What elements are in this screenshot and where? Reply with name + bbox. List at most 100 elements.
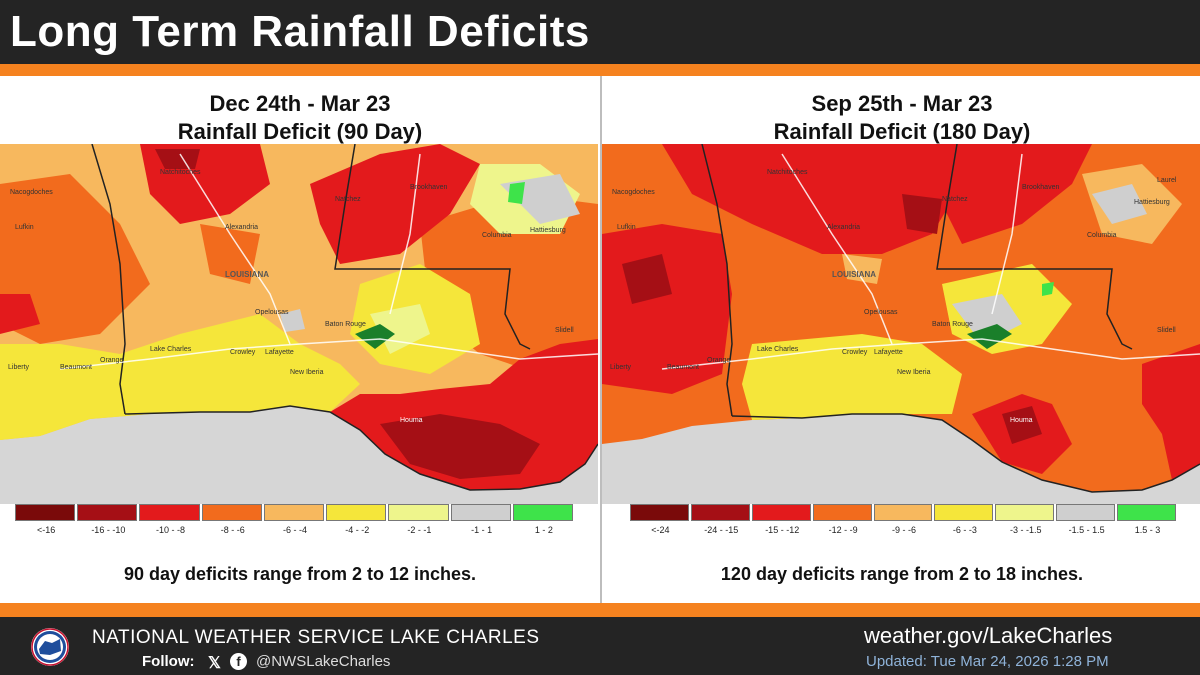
color-legend-180-day: <-24 -24 - -15 -15 - -12 -12 - -9 -9 - -6 -6 …: [630, 504, 1178, 544]
follow-label: Follow:: [142, 653, 195, 670]
city-label: Columbia: [1087, 232, 1117, 239]
city-label: Lake Charles: [757, 346, 799, 353]
legend-swatch: [1056, 504, 1116, 521]
state-border: [936, 144, 1133, 350]
deficit-area: [902, 194, 942, 234]
deficit-area: [310, 144, 480, 264]
city-label: Slidell: [1157, 327, 1176, 334]
deficit-map-90-day: Natchitoches Nacogdoches Lufkin Alexandr…: [0, 144, 598, 576]
city-label: Liberty: [610, 364, 632, 371]
panel-90-day: Dec 24th - Mar 23 Rainfall Deficit (90 D…: [0, 76, 600, 603]
legend-swatch: [934, 504, 994, 521]
coastline: [731, 413, 1200, 493]
city-label: Laurel: [1157, 177, 1177, 184]
state-border: [91, 144, 126, 415]
legend-swatch: [512, 504, 573, 521]
surplus-area: [355, 324, 395, 349]
city-label: Natchez: [335, 196, 361, 203]
city-label: Natchez: [942, 196, 968, 203]
city-label: Crowley: [842, 349, 868, 356]
legend-label: -2 - -1: [407, 525, 432, 535]
city-label: Nacogdoches: [10, 189, 53, 196]
deficit-area: [932, 144, 1092, 244]
facebook-icon[interactable]: f: [230, 653, 247, 670]
legend-swatch: [690, 504, 750, 521]
map-image: Natchitoches Nacogdoches Lufkin Alexandr…: [602, 144, 1200, 504]
legend-label: -12 - -9: [828, 525, 858, 535]
city-label: Nacogdoches: [612, 189, 655, 196]
state-label: LOUISIANA: [225, 270, 269, 279]
city-label: Baton Rouge: [325, 321, 366, 328]
legend-label: -6 - -4: [282, 525, 307, 535]
city-label: Hattiesburg: [530, 227, 566, 234]
deficit-area: [280, 309, 305, 332]
legend-label: 1.5 - 3: [1134, 525, 1161, 535]
deficit-area: [1142, 344, 1200, 480]
x-logo-icon[interactable]: 𝕏: [208, 655, 221, 672]
deficit-area: [155, 149, 200, 169]
highway: [179, 153, 291, 345]
panel-subtitle: Rainfall Deficit (90 Day): [177, 119, 423, 144]
highway: [781, 153, 893, 345]
gulf-water: [602, 414, 1200, 504]
city-label: Beaumont: [60, 364, 92, 371]
deficit-summary: 120 day deficits range from 2 to 18 inch…: [720, 564, 1084, 584]
city-label: Orange: [707, 357, 730, 364]
state-border: [701, 144, 733, 417]
city-label: Columbia: [482, 232, 512, 239]
deficit-map-180-day: Natchitoches Nacogdoches Lufkin Alexandr…: [602, 144, 1200, 576]
deficit-area: [380, 414, 540, 479]
legend-label: -1.5 - 1.5: [1068, 525, 1105, 535]
gulf-water: [0, 406, 598, 504]
deficit-area: [842, 254, 882, 284]
city-label: Brookhaven: [1022, 184, 1059, 191]
city-label: Lufkin: [15, 224, 34, 231]
panel-title: Sep 25th - Mar 23 Rainfall Deficit (180 …: [602, 90, 1200, 146]
legend-swatch: [77, 504, 138, 521]
highway: [661, 338, 1200, 370]
legend-swatch: [995, 504, 1055, 521]
legend-swatch: [139, 504, 200, 521]
panel-title: Dec 24th - Mar 23 Rainfall Deficit (90 D…: [0, 90, 600, 146]
legend-swatch: [873, 504, 933, 521]
city-label: Lake Charles: [150, 346, 192, 353]
city-label: Houma: [1010, 417, 1033, 424]
surplus-area: [1042, 282, 1054, 296]
legend-swatch: [812, 504, 872, 521]
city-label: Brookhaven: [410, 184, 447, 191]
website-link[interactable]: weather.gov/LakeCharles: [864, 623, 1113, 648]
panel-date-range: Sep 25th - Mar 23: [811, 91, 993, 116]
legend-swatch: [201, 504, 262, 521]
panel-date-range: Dec 24th - Mar 23: [209, 91, 391, 116]
legend-swatch: [263, 504, 325, 521]
deficit-area: [1092, 184, 1147, 224]
panel-180-day: Sep 25th - Mar 23 Rainfall Deficit (180 …: [600, 76, 1200, 603]
city-label: Slidell: [555, 327, 574, 334]
legend-label: -3 - -1.5: [1010, 525, 1042, 535]
legend-swatch: [751, 504, 811, 521]
legend-label: -24 - -15: [704, 525, 739, 535]
updated-timestamp: Updated: Tue Mar 24, 2026 1:28 PM: [866, 653, 1109, 670]
office-name: NATIONAL WEATHER SERVICE LAKE CHARLES: [92, 627, 540, 648]
legend-label: -8 - -6: [220, 525, 245, 535]
legend-label: -15 - -12: [765, 525, 800, 535]
highway: [59, 338, 598, 370]
city-label: Orange: [100, 357, 123, 364]
city-label: Alexandria: [225, 224, 258, 231]
highway: [389, 153, 421, 315]
deficit-area: [662, 144, 962, 254]
legend-label: -1 - 1: [471, 525, 493, 535]
accent-band-bottom: [0, 603, 1200, 617]
city-label: Opelousas: [864, 309, 898, 316]
city-label: Lafayette: [874, 349, 903, 356]
legend-swatch: [1117, 504, 1176, 521]
city-label: New Iberia: [290, 369, 324, 376]
city-label: Beaumont: [667, 364, 699, 371]
state-border: [334, 144, 531, 350]
social-handle[interactable]: @NWSLakeCharles: [256, 653, 391, 670]
city-label: Houma: [400, 417, 423, 424]
coastline: [124, 405, 598, 491]
city-label: Natchitoches: [767, 169, 808, 176]
state-label: LOUISIANA: [832, 270, 876, 279]
legend-swatch: [450, 504, 511, 521]
